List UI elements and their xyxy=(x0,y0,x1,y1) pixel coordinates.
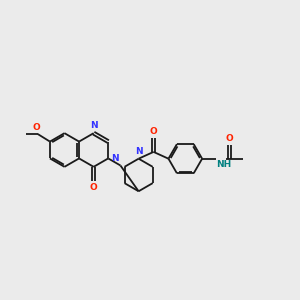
Text: O: O xyxy=(150,127,158,136)
Text: O: O xyxy=(90,183,98,192)
Text: N: N xyxy=(112,154,119,163)
Text: NH: NH xyxy=(216,160,232,169)
Text: N: N xyxy=(90,122,98,130)
Text: N: N xyxy=(135,147,142,156)
Text: O: O xyxy=(33,123,41,132)
Text: O: O xyxy=(226,134,234,143)
